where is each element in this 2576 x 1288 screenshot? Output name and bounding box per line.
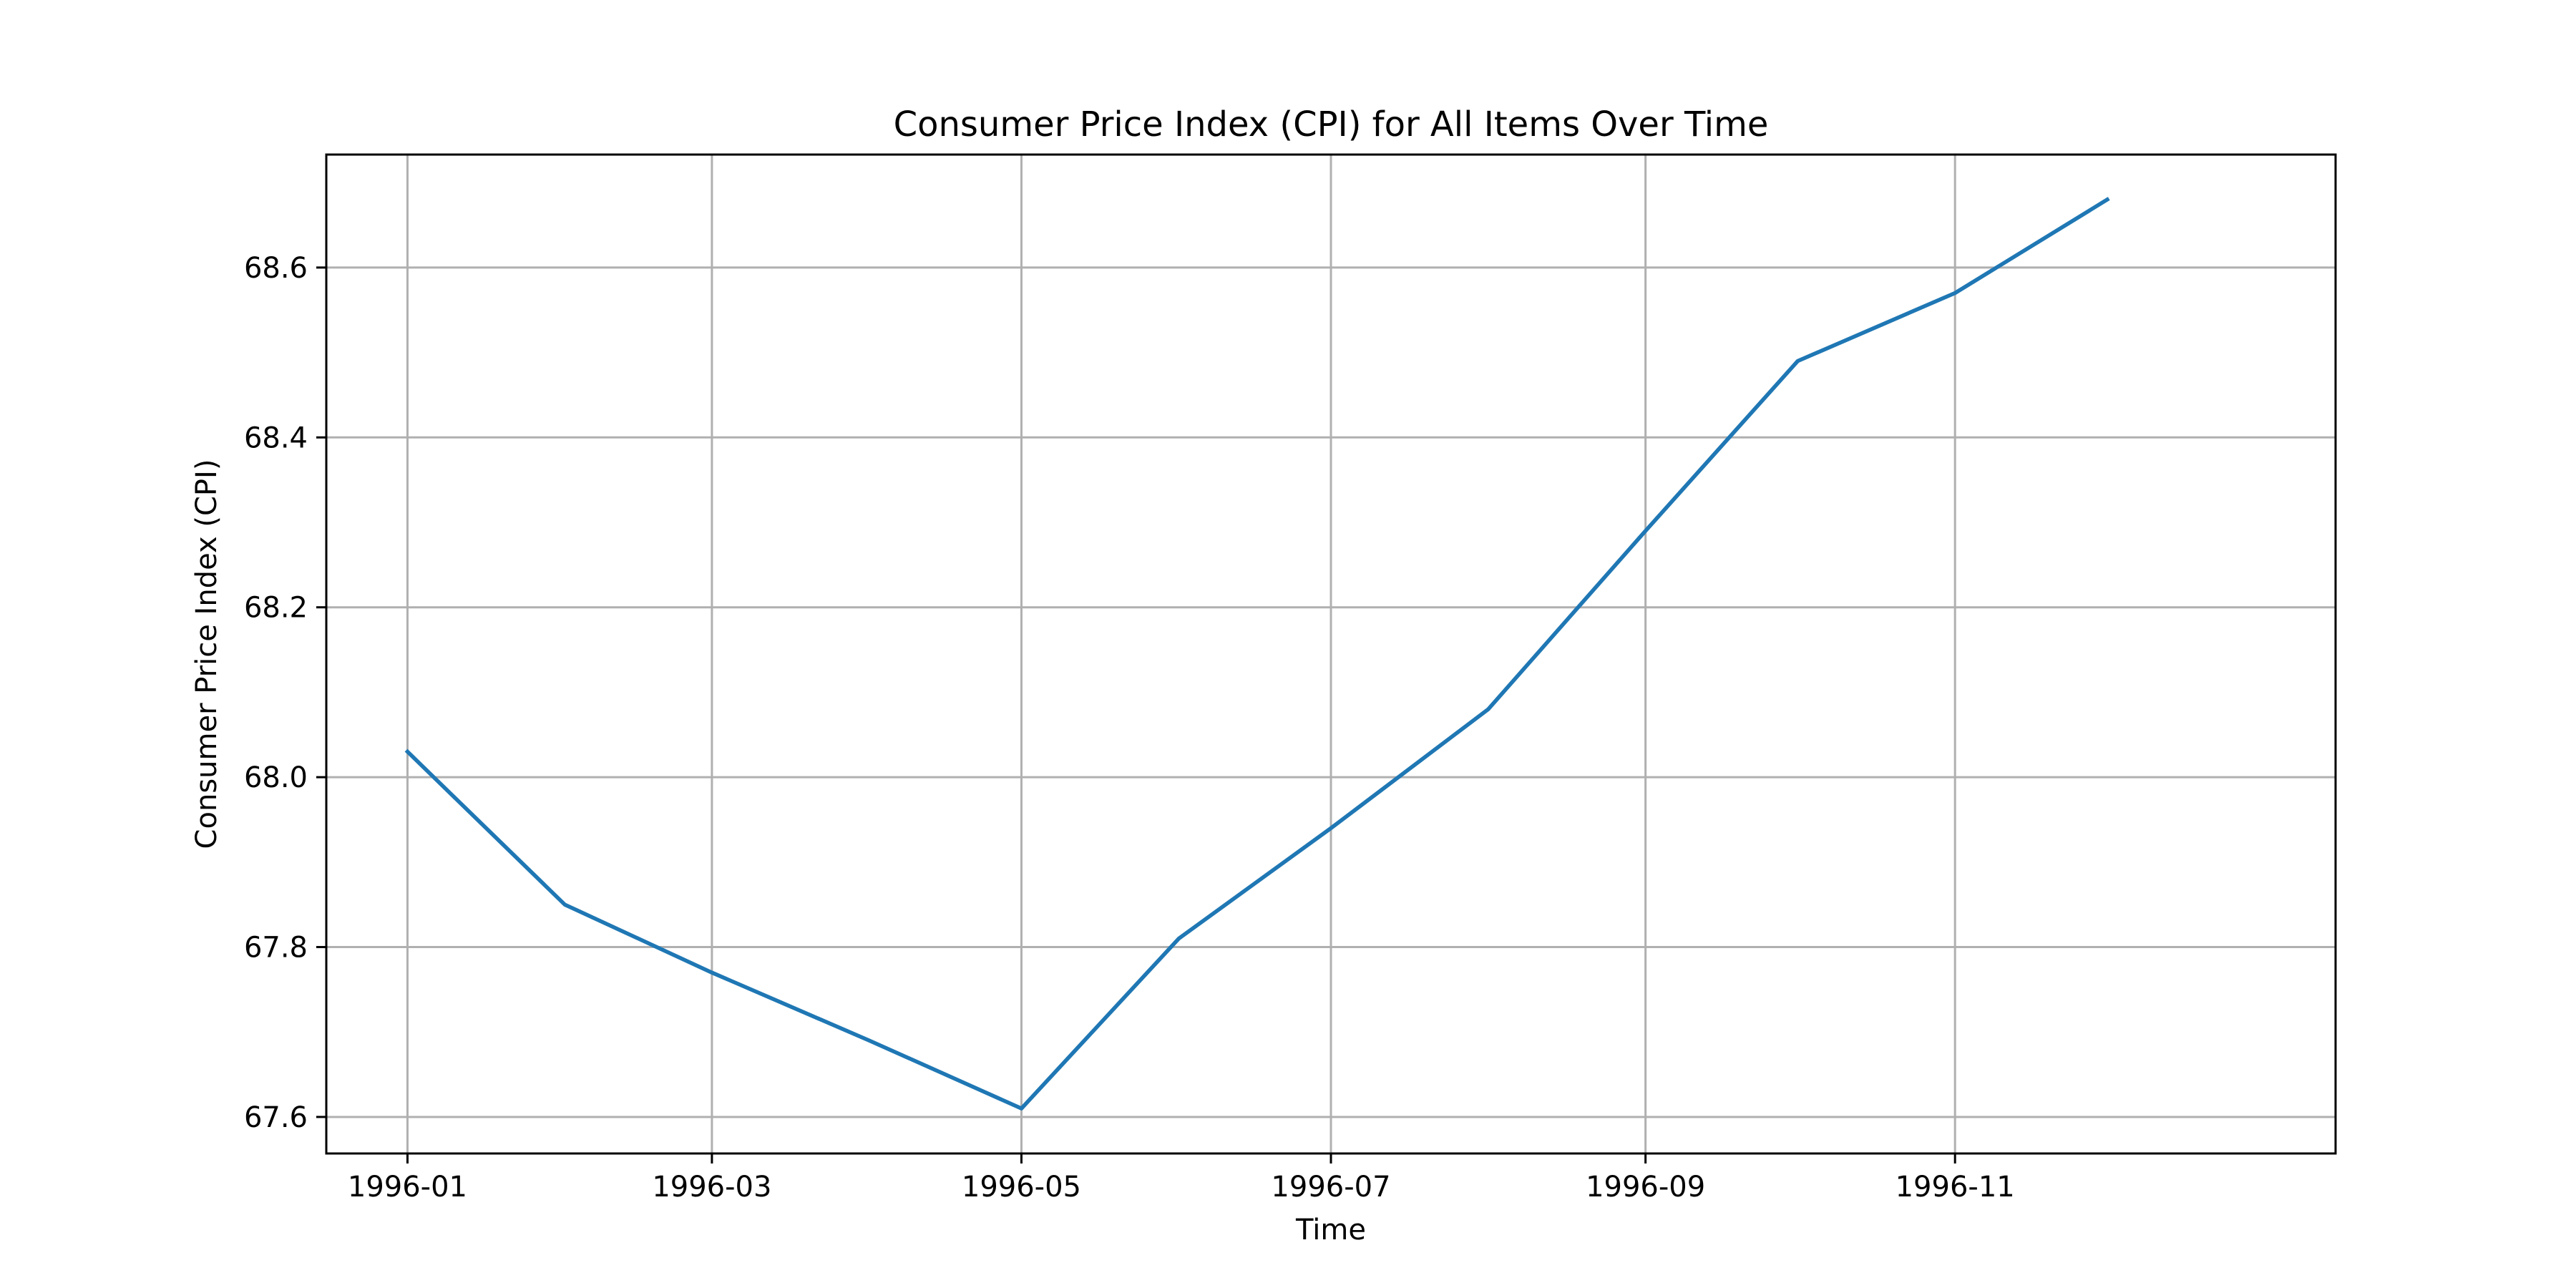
plot-area	[404, 197, 2110, 1111]
x-tick-label: 1996-01	[348, 1171, 467, 1204]
y-tick-label: 68.4	[244, 421, 308, 454]
x-tick-label: 1996-03	[652, 1171, 771, 1204]
y-tick-label: 67.6	[244, 1101, 308, 1134]
x-tick-label: 1996-11	[1896, 1171, 2015, 1204]
y-tick-label: 68.0	[244, 761, 308, 794]
y-tick-label: 67.8	[244, 932, 308, 965]
x-axis-label: Time	[1295, 1214, 1366, 1246]
x-tick-label: 1996-05	[962, 1171, 1081, 1204]
chart-title: Consumer Price Index (CPI) for All Items…	[894, 104, 1769, 145]
y-tick-label: 68.6	[244, 252, 308, 285]
y-tick-label: 68.2	[244, 592, 308, 625]
x-axis: 1996-01 1996-03 1996-05 1996-07 1996-09 1996-…	[348, 1153, 2015, 1204]
y-axis: 67.6 67.8 68.0 68.2 68.4 68.6	[244, 252, 326, 1134]
x-tick-label: 1996-07	[1271, 1171, 1390, 1204]
series-line	[404, 197, 2110, 1111]
y-axis-label: Consumer Price Index (CPI)	[190, 459, 223, 849]
grid-lines	[326, 155, 2336, 1153]
x-tick-label: 1996-09	[1586, 1171, 1705, 1204]
